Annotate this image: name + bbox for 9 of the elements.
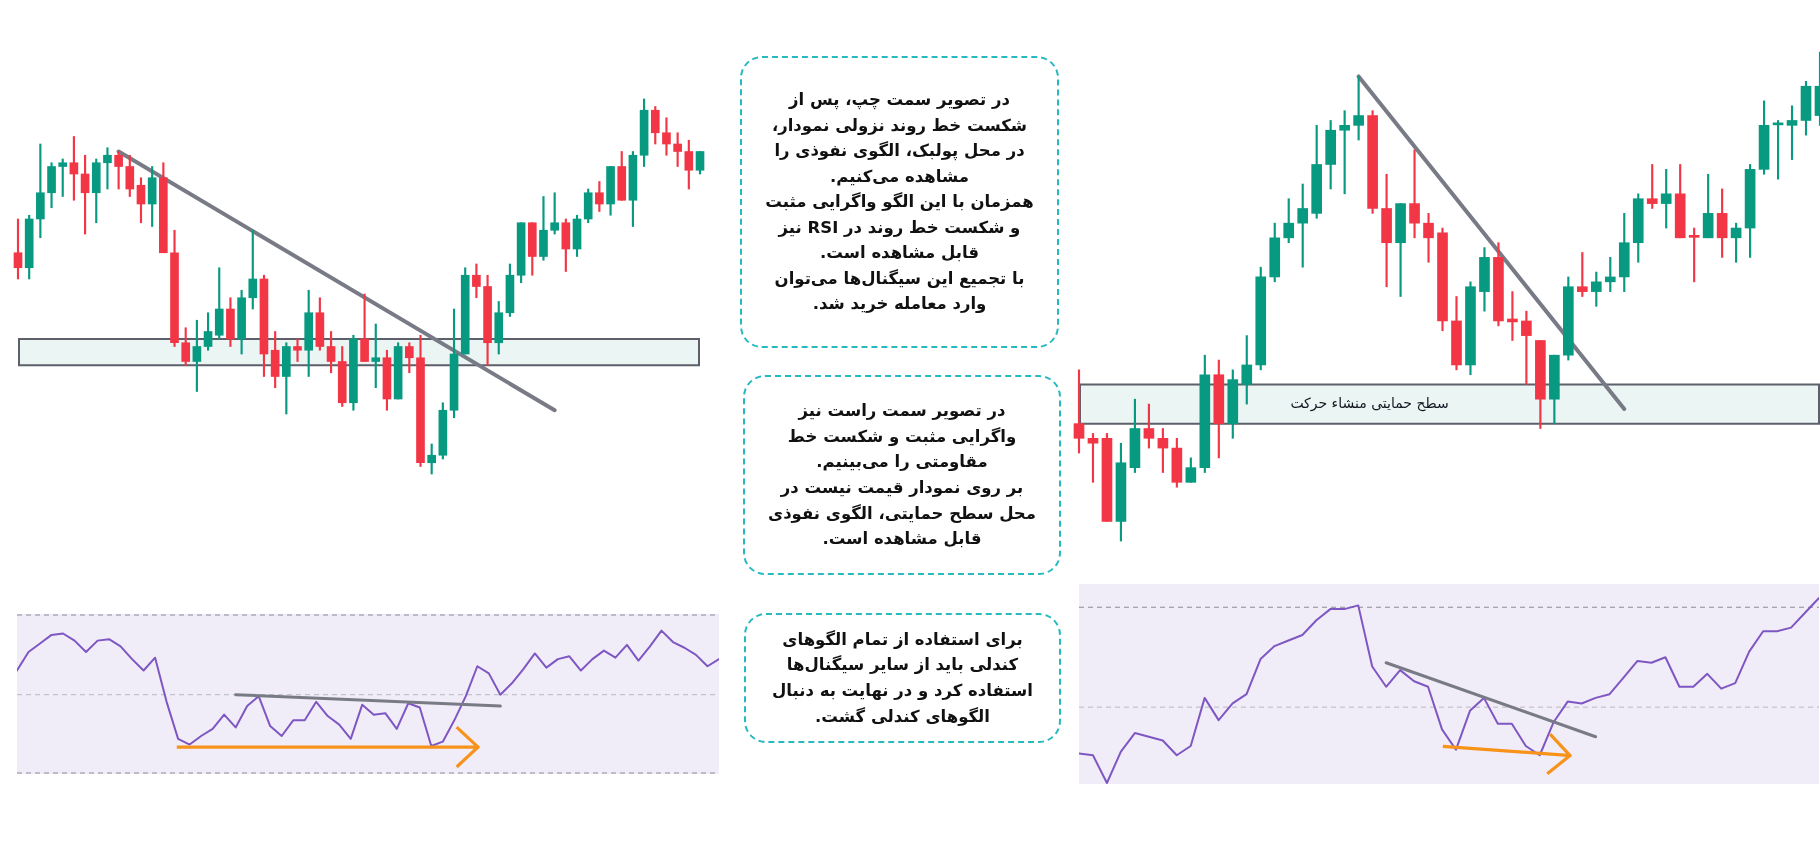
candlestick <box>293 338 302 362</box>
candlestick <box>1423 213 1434 263</box>
band-label: سطح حمایتی منشاء حرکت <box>1290 394 1449 412</box>
text: در تصویر سمت راست نیز واگرایی مثبت و شکست خط مقاومتی را می‌بینیم. بر روی نمودار قیمت نیست در محل سطح حمایتی، الگوی نفوذی قابل مشاهده است. <box>767 400 1037 551</box>
candlestick <box>1409 149 1420 239</box>
candlestick <box>662 117 671 156</box>
candlestick <box>103 147 112 190</box>
text: برای استفاده از تمام الگوهای کندلی باید از سایر سیگنال‌ها استفاده کرد و در نهایت به دنبال الگوهای کندلی گشت. <box>771 628 1034 728</box>
text: در تصویر سمت چپ، پس از شکست خط روند نزولی نمودار، در محل پولبک، الگوی نفوذی را مشاهده می‌کنیم. همزمان با این الگو واگرایی مثبت و شکست خط روند در RSI نیز قابل مشاهده است. با تجمیع این سیگنال‌ها می‌توان وارد معامله خرید شد. <box>765 89 1034 314</box>
